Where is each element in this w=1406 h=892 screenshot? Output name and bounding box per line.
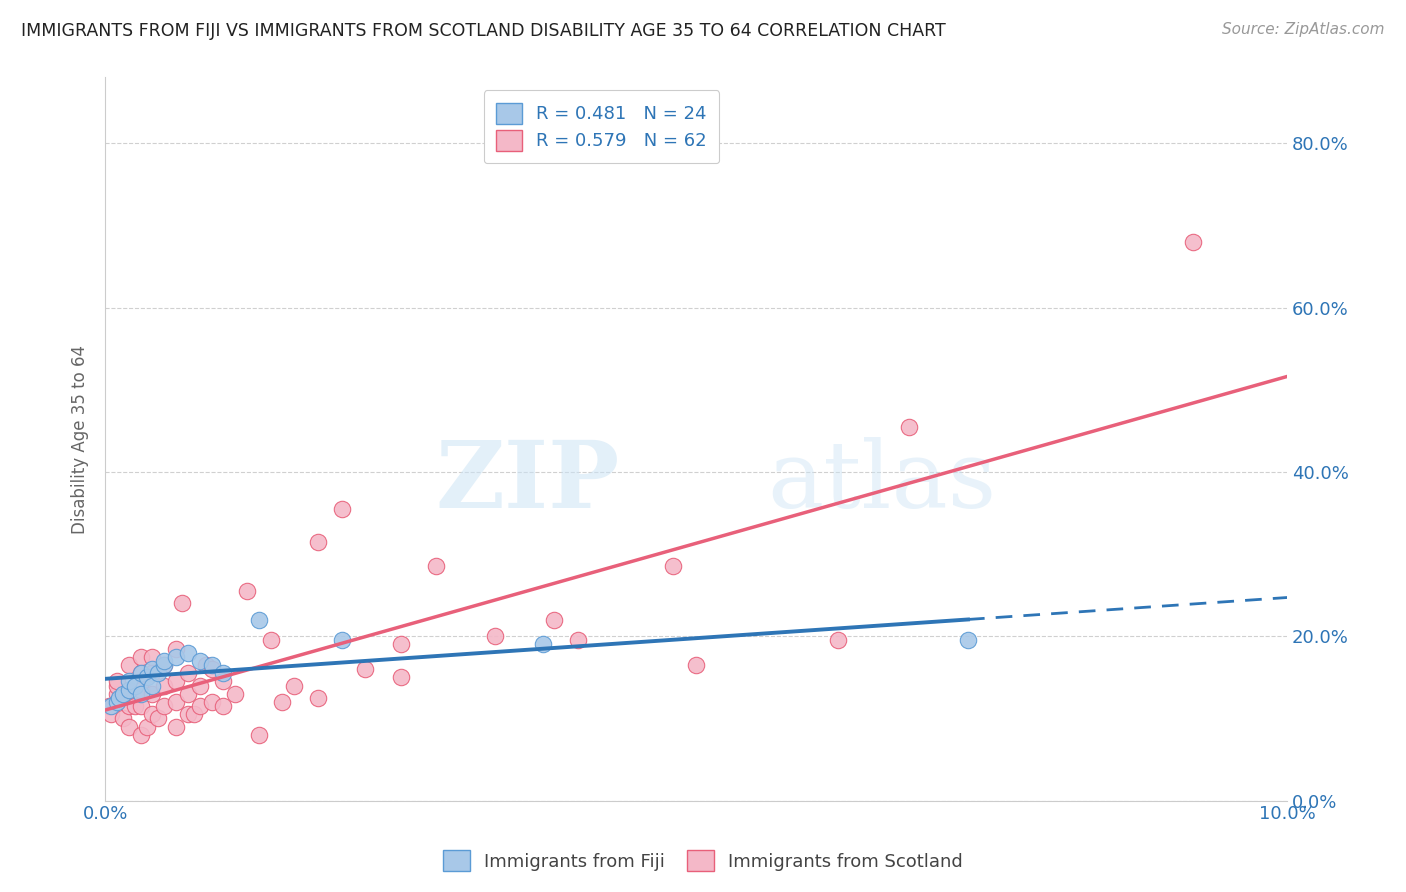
- Point: [118, 699, 141, 714]
- Point: [165, 649, 187, 664]
- Y-axis label: Disability Age 35 to 64: Disability Age 35 to 64: [72, 344, 89, 533]
- Point: [307, 534, 329, 549]
- Point: [118, 682, 141, 697]
- Point: [141, 662, 163, 676]
- Point: [183, 707, 205, 722]
- Point: [200, 662, 222, 676]
- Point: [188, 679, 211, 693]
- Point: [141, 679, 163, 693]
- Point: [118, 720, 141, 734]
- Point: [661, 559, 683, 574]
- Point: [111, 687, 134, 701]
- Point: [389, 638, 412, 652]
- Point: [247, 613, 270, 627]
- Point: [194, 658, 217, 673]
- Legend: Immigrants from Fiji, Immigrants from Scotland: Immigrants from Fiji, Immigrants from Sc…: [436, 843, 970, 879]
- Point: [200, 695, 222, 709]
- Point: [956, 633, 979, 648]
- Point: [153, 679, 176, 693]
- Point: [283, 679, 305, 693]
- Point: [148, 711, 170, 725]
- Point: [200, 658, 222, 673]
- Point: [108, 690, 131, 705]
- Point: [567, 633, 589, 648]
- Point: [425, 559, 447, 574]
- Legend: R = 0.481   N = 24, R = 0.579   N = 62: R = 0.481 N = 24, R = 0.579 N = 62: [484, 90, 720, 163]
- Point: [124, 679, 146, 693]
- Point: [330, 501, 353, 516]
- Point: [105, 674, 128, 689]
- Point: [827, 633, 849, 648]
- Point: [124, 699, 146, 714]
- Point: [118, 674, 141, 689]
- Point: [118, 658, 141, 673]
- Point: [153, 658, 176, 673]
- Point: [389, 670, 412, 684]
- Point: [307, 690, 329, 705]
- Point: [260, 633, 283, 648]
- Point: [897, 419, 920, 434]
- Point: [212, 666, 235, 681]
- Point: [1181, 235, 1204, 249]
- Text: atlas: atlas: [768, 437, 997, 527]
- Point: [105, 687, 128, 701]
- Text: Source: ZipAtlas.com: Source: ZipAtlas.com: [1222, 22, 1385, 37]
- Point: [111, 711, 134, 725]
- Point: [170, 596, 193, 610]
- Point: [247, 728, 270, 742]
- Point: [129, 728, 152, 742]
- Point: [135, 720, 157, 734]
- Point: [177, 646, 200, 660]
- Point: [165, 674, 187, 689]
- Point: [153, 654, 176, 668]
- Point: [271, 695, 294, 709]
- Point: [484, 629, 506, 643]
- Text: IMMIGRANTS FROM FIJI VS IMMIGRANTS FROM SCOTLAND DISABILITY AGE 35 TO 64 CORRELA: IMMIGRANTS FROM FIJI VS IMMIGRANTS FROM …: [21, 22, 946, 40]
- Point: [153, 658, 176, 673]
- Point: [330, 633, 353, 648]
- Point: [543, 613, 565, 627]
- Point: [129, 682, 152, 697]
- Point: [685, 658, 707, 673]
- Point: [100, 707, 122, 722]
- Point: [165, 641, 187, 656]
- Point: [177, 666, 200, 681]
- Point: [177, 687, 200, 701]
- Point: [129, 699, 152, 714]
- Point: [105, 679, 128, 693]
- Point: [212, 674, 235, 689]
- Point: [165, 720, 187, 734]
- Point: [141, 666, 163, 681]
- Point: [118, 682, 141, 697]
- Point: [165, 695, 187, 709]
- Point: [148, 666, 170, 681]
- Point: [236, 584, 259, 599]
- Point: [141, 687, 163, 701]
- Point: [224, 687, 246, 701]
- Point: [97, 699, 120, 714]
- Point: [141, 707, 163, 722]
- Point: [129, 687, 152, 701]
- Point: [100, 699, 122, 714]
- Point: [129, 649, 152, 664]
- Point: [141, 649, 163, 664]
- Point: [153, 699, 176, 714]
- Point: [135, 670, 157, 684]
- Point: [188, 699, 211, 714]
- Point: [129, 666, 152, 681]
- Point: [188, 654, 211, 668]
- Point: [531, 638, 554, 652]
- Text: ZIP: ZIP: [434, 437, 619, 527]
- Point: [354, 662, 377, 676]
- Point: [129, 666, 152, 681]
- Point: [212, 699, 235, 714]
- Point: [177, 707, 200, 722]
- Point: [105, 695, 128, 709]
